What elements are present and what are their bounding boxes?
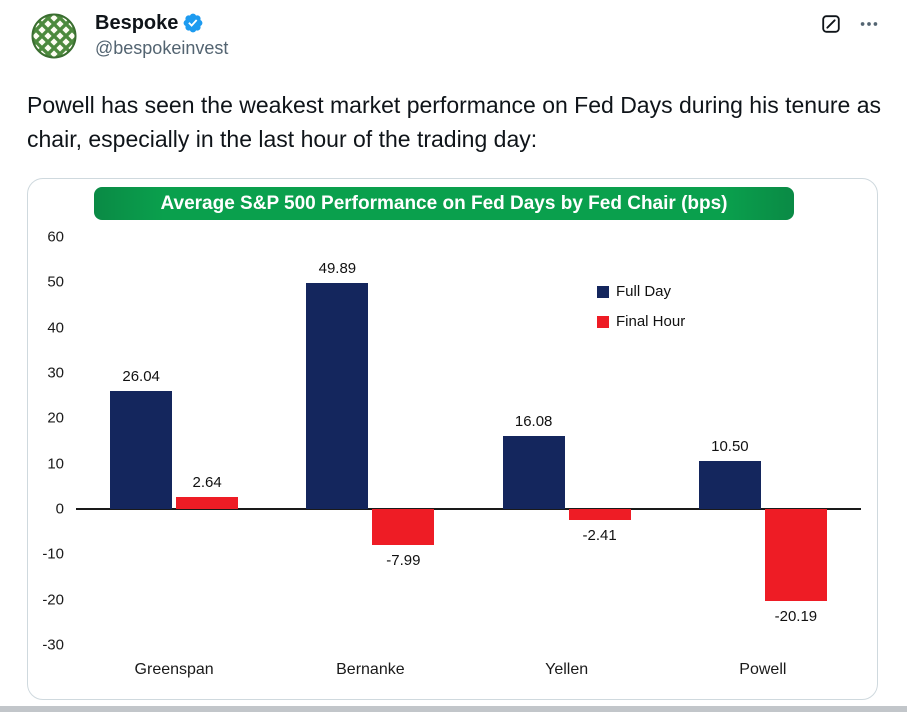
legend-label: Full Day — [616, 283, 672, 300]
post-actions — [819, 12, 881, 36]
author-block: Bespoke @bespokeinvest — [95, 11, 228, 59]
bar-value-label: -20.19 — [774, 607, 818, 625]
verified-badge-icon — [183, 13, 203, 33]
full-day-bar-yellen — [502, 436, 565, 509]
y-axis-tick-label: 20 — [47, 409, 64, 427]
y-axis-tick-label: 10 — [47, 455, 64, 473]
bar-value-label: -7.99 — [386, 552, 421, 570]
legend-label: Final Hour — [616, 313, 686, 330]
legend-item: Final Hour — [597, 313, 685, 330]
chart-title: Average S&P 500 Performance on Fed Days … — [94, 187, 794, 220]
bar-value-label: 10.50 — [711, 438, 749, 456]
author-handle[interactable]: @bespokeinvest — [95, 38, 229, 58]
full-day-bar-greenspan — [110, 390, 173, 509]
more-icon — [860, 22, 878, 26]
chart-legend: Full Day Final Hour — [597, 283, 685, 343]
bar-value-label: 26.04 — [122, 367, 160, 385]
final-hour-bar-greenspan — [176, 497, 239, 509]
y-axis-tick-label: 30 — [47, 364, 64, 382]
plot-area: Full Day Final Hour 60 50 40 30 20 10 0 -10 -20 -3… — [42, 229, 861, 678]
full-day-bar-bernanke — [306, 282, 369, 509]
bar-value-label: 16.08 — [514, 413, 553, 431]
y-axis-tick-label: 40 — [47, 319, 64, 337]
final-hour-bar-yellen — [568, 509, 631, 520]
x-category-label: Yellen — [545, 661, 589, 678]
y-axis-tick-label: 0 — [55, 500, 64, 518]
bar-value-label: -2.41 — [582, 526, 617, 544]
legend-swatch — [597, 285, 609, 298]
chart-image[interactable]: Average S&P 500 Performance on Fed Days … — [27, 178, 878, 700]
y-axis-tick-label: 60 — [47, 228, 64, 246]
x-category-label: Powell — [739, 661, 787, 678]
final-hour-bar-bernanke — [372, 509, 435, 546]
x-category-label: Bernanke — [336, 661, 405, 678]
tweet-text: Powell has seen the weakest market perfo… — [27, 92, 881, 152]
author-name[interactable]: Bespoke — [95, 12, 179, 34]
y-axis-tick-label: 50 — [47, 273, 64, 291]
zero-axis-line — [76, 508, 861, 510]
y-axis-tick-label: -20 — [42, 591, 64, 609]
final-hour-bar-powell — [764, 509, 827, 601]
avatar[interactable] — [30, 12, 78, 60]
y-axis-tick-label: -10 — [42, 545, 64, 563]
bottom-divider — [0, 706, 907, 712]
legend-swatch — [597, 315, 609, 328]
legend-item: Full Day — [597, 283, 685, 300]
grok-actions-button[interactable] — [819, 12, 843, 36]
grok-actions-icon — [822, 15, 840, 33]
bar-value-label: 49.89 — [318, 259, 357, 277]
x-category-label: Greenspan — [134, 661, 214, 678]
bespoke-logo-icon — [31, 13, 77, 59]
more-button[interactable] — [857, 12, 881, 36]
bar-value-label: 2.64 — [192, 474, 222, 492]
full-day-bar-powell — [698, 461, 761, 509]
y-axis-tick-label: -30 — [42, 636, 64, 654]
